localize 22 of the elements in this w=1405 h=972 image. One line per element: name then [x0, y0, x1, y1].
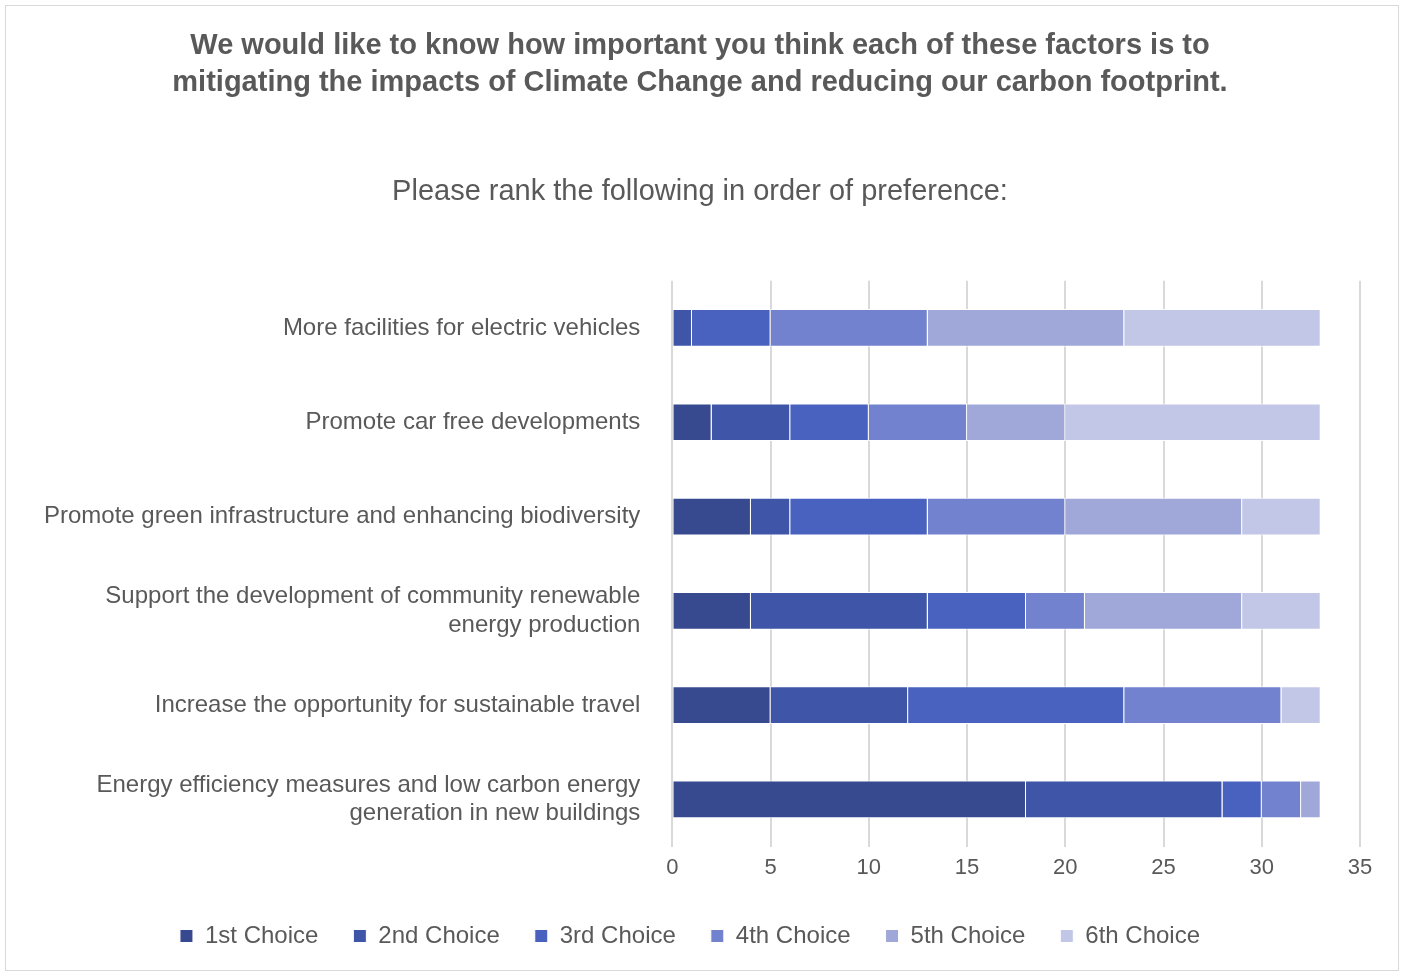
- x-tick-label: 25: [1151, 853, 1176, 879]
- legend-label: 3rd Choice: [559, 920, 676, 948]
- y-tick-label: Promote car free developments: [305, 406, 641, 434]
- legend-label: 5th Choice: [910, 920, 1026, 948]
- x-tick-label: 20: [1053, 853, 1078, 879]
- legend-label: 6th Choice: [1085, 920, 1201, 948]
- y-tick-label: Energy efficiency measures and low carbon energy generation in new buildings: [96, 769, 641, 826]
- chart-title: We would like to know how important you think each of these factors is to mitigating the impacts of Climate Change and reducing our carbon footprint.: [171, 27, 1229, 99]
- legend-label: 1st Choice: [204, 920, 319, 948]
- x-tick-label: 5: [764, 853, 777, 879]
- x-tick-label: 35: [1347, 853, 1373, 879]
- chart-subtitle: Please rank the following in order of preference:: [391, 174, 1009, 207]
- legend-label: 2nd Choice: [378, 920, 500, 948]
- y-tick-label: Promote green infrastructure and enhancing biodiversity: [43, 501, 641, 529]
- x-tick-label: 15: [954, 853, 980, 879]
- y-tick-label: Increase the opportunity for sustainable travel: [154, 689, 641, 717]
- y-tick-label: More facilities for electric vehicles: [282, 312, 641, 340]
- x-tick-label: 10: [856, 853, 882, 879]
- x-tick-label: 30: [1249, 853, 1274, 879]
- x-tick-label: 0: [666, 853, 679, 879]
- legend-label: 4th Choice: [735, 920, 851, 948]
- y-tick-label: Support the development of community renewable energy production: [105, 581, 641, 637]
